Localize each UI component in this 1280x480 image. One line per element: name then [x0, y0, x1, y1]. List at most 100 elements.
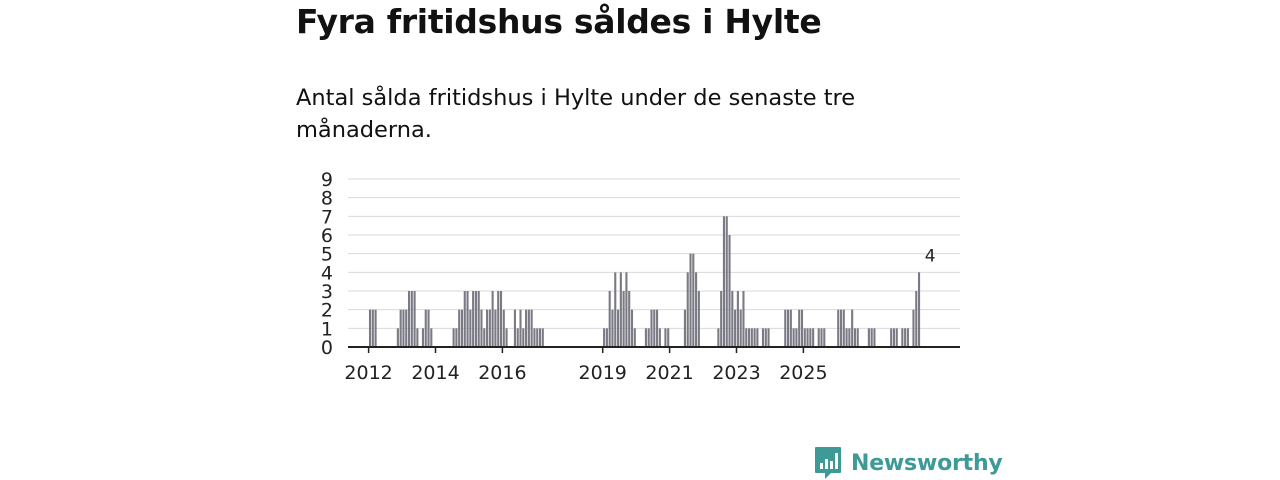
bar [608, 291, 611, 347]
bar [747, 328, 751, 347]
bar [892, 328, 896, 347]
bar [458, 309, 461, 347]
bar [516, 328, 519, 347]
bar [617, 309, 620, 347]
bar [842, 309, 845, 347]
bar [538, 328, 542, 347]
bar [421, 328, 425, 347]
y-tick-label: 0 [321, 337, 333, 359]
bar [915, 291, 918, 347]
bar [413, 291, 416, 347]
bar [848, 328, 851, 347]
bar [472, 291, 475, 347]
bar [628, 291, 631, 347]
bar [374, 309, 377, 347]
bar [722, 216, 726, 347]
bar [424, 309, 427, 347]
y-tick-label: 8 [321, 188, 333, 210]
brand-name: Newsworthy [851, 450, 1003, 476]
x-tick-label: 2019 [579, 362, 627, 384]
bar [784, 309, 787, 347]
bar [410, 291, 413, 347]
bar [519, 309, 522, 347]
data-label: 4 [925, 246, 936, 266]
bar [658, 328, 661, 347]
bar [371, 309, 374, 347]
bar [614, 272, 617, 347]
bar [488, 309, 491, 347]
bar [486, 309, 489, 347]
bar [734, 309, 737, 347]
bar [455, 328, 458, 347]
bar [650, 309, 653, 347]
bar [731, 291, 734, 347]
bar [761, 328, 765, 347]
y-tick-label: 6 [321, 225, 333, 247]
y-tick-label: 7 [321, 206, 333, 228]
bar [480, 309, 483, 347]
bar [851, 309, 854, 347]
bar [491, 291, 494, 347]
bar [890, 328, 893, 347]
bar [767, 328, 770, 347]
bar [812, 328, 815, 347]
bar [750, 328, 753, 347]
bar [917, 272, 921, 347]
bar [656, 309, 659, 347]
bar [795, 328, 798, 347]
bar [837, 309, 840, 347]
bar [753, 328, 756, 347]
bar [745, 328, 748, 347]
bar [739, 309, 742, 347]
y-tick-label: 3 [321, 281, 333, 303]
bar [466, 291, 469, 347]
y-tick-label: 5 [321, 244, 333, 266]
bar [853, 328, 856, 347]
bar [625, 272, 628, 347]
bar [452, 328, 455, 347]
bar [497, 291, 500, 347]
bar [901, 328, 904, 347]
bar [873, 328, 876, 347]
bar [742, 291, 745, 347]
bar [460, 309, 464, 347]
bar [789, 309, 792, 347]
bar [541, 328, 544, 347]
bar [809, 328, 812, 347]
bar [494, 309, 497, 347]
bar [756, 328, 759, 347]
bar [483, 328, 486, 347]
x-tick-label: 2012 [344, 362, 392, 384]
bar [368, 309, 372, 347]
bar [630, 309, 634, 347]
bar [407, 291, 411, 347]
bar [536, 328, 539, 347]
bar [611, 309, 614, 347]
bar [522, 328, 525, 347]
brand-logo: Newsworthy [814, 446, 1003, 480]
bar [725, 216, 728, 347]
bar [477, 291, 480, 347]
bar [717, 328, 720, 347]
x-tick-label: 2014 [411, 362, 459, 384]
bar [856, 328, 859, 347]
chart-title: Fyra fritidshus såldes i Hylte [296, 2, 822, 41]
y-tick-label: 2 [321, 300, 333, 322]
newsworthy-logo-icon [815, 447, 841, 479]
bar [499, 291, 503, 347]
bar [845, 328, 848, 347]
bar [692, 253, 695, 347]
bar [697, 291, 700, 347]
bar [469, 309, 472, 347]
bar [867, 328, 870, 347]
bar [603, 328, 606, 347]
bar [817, 328, 820, 347]
bar [463, 291, 466, 347]
bar [912, 309, 915, 347]
bar [820, 328, 823, 347]
y-tick-label: 9 [321, 169, 333, 191]
bar [530, 309, 533, 347]
bar [664, 328, 667, 347]
bar [787, 309, 790, 347]
